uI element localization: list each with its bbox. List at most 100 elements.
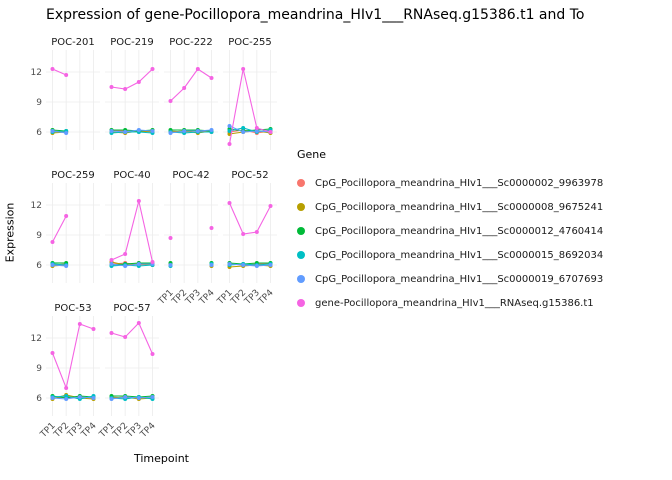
- data-point: [168, 131, 173, 135]
- x-tick-label: TP4: [197, 288, 217, 308]
- series-line: [228, 68, 271, 145]
- data-point: [227, 129, 232, 133]
- series-line: [170, 68, 212, 102]
- x-tick-label: TP4: [138, 421, 158, 441]
- legend: Gene CpG_Pocillopora_meandrina_HIv1___Sc…: [297, 148, 603, 315]
- facet-strip-label: POC-259: [51, 170, 95, 181]
- data-point: [241, 126, 246, 130]
- x-tick-label: TP4: [256, 288, 276, 308]
- data-point: [268, 263, 273, 267]
- y-tick-label: 9: [36, 364, 42, 374]
- legend-key-dot: [297, 203, 305, 211]
- y-tick-label: 6: [36, 261, 42, 271]
- data-point: [64, 73, 69, 77]
- legend-key-dot: [297, 179, 305, 187]
- legend-entry-label: CpG_Pocillopora_meandrina_HIv1___Sc00000…: [315, 273, 604, 285]
- series-line: [51, 323, 94, 390]
- data-point: [64, 131, 69, 135]
- data-point: [241, 130, 246, 134]
- data-point: [136, 128, 141, 132]
- series-line: [111, 263, 153, 267]
- data-point: [123, 264, 128, 268]
- data-point: [182, 129, 187, 133]
- facet-strip-label: POC-222: [169, 37, 213, 48]
- series-line: [52, 396, 94, 400]
- y-tick-label: 12: [31, 201, 42, 211]
- legend-entry: CpG_Pocillopora_meandrina_HIv1___Sc00000…: [297, 171, 603, 195]
- data-point: [136, 199, 141, 203]
- data-point: [209, 76, 214, 80]
- data-point: [64, 264, 69, 268]
- data-point: [109, 262, 114, 266]
- data-point: [50, 351, 55, 355]
- legend-entry: CpG_Pocillopora_meandrina_HIv1___Sc00000…: [297, 267, 603, 291]
- legend-entry-label: gene-Pocillopora_meandrina_HIv1___RNAseq…: [315, 297, 594, 309]
- data-point: [268, 204, 273, 208]
- data-point: [241, 67, 246, 71]
- data-point: [109, 331, 114, 335]
- legend-entry-label: CpG_Pocillopora_meandrina_HIv1___Sc00000…: [315, 249, 604, 261]
- data-point: [254, 230, 259, 234]
- data-point: [195, 67, 200, 71]
- data-point: [64, 394, 69, 398]
- chart-title: Expression of gene-Pocillopora_meandrina…: [46, 7, 585, 23]
- facet-panel-POC-222: POC-222: [164, 37, 218, 150]
- data-point: [64, 214, 69, 218]
- data-point: [50, 240, 55, 244]
- data-point: [241, 263, 246, 267]
- data-point: [227, 142, 232, 146]
- series-line: [229, 125, 271, 133]
- data-point: [150, 67, 155, 71]
- data-point: [150, 352, 155, 356]
- y-tick-label: 12: [31, 68, 42, 78]
- series-line: [111, 396, 153, 400]
- data-point: [254, 264, 259, 268]
- data-point: [136, 80, 141, 84]
- data-point: [254, 129, 259, 133]
- facet-strip-label: POC-201: [51, 37, 95, 48]
- series-line: [228, 202, 271, 235]
- data-point: [209, 128, 214, 132]
- data-point: [109, 258, 114, 262]
- data-point: [241, 232, 246, 236]
- legend-entry-label: CpG_Pocillopora_meandrina_HIv1___Sc00000…: [315, 201, 604, 213]
- data-point: [168, 236, 173, 240]
- series-line: [111, 322, 154, 355]
- y-tick-label: 9: [36, 231, 42, 241]
- legend-key-dot: [297, 251, 305, 259]
- series-line: [52, 130, 67, 134]
- legend-key-dot: [297, 227, 305, 235]
- facet-strip-label: POC-40: [113, 170, 150, 181]
- series-line: [111, 395, 153, 398]
- legend-entry: CpG_Pocillopora_meandrina_HIv1___Sc00000…: [297, 219, 603, 243]
- series-line: [52, 263, 67, 266]
- data-point: [123, 335, 128, 339]
- legend-title: Gene: [297, 148, 327, 161]
- legend-entry-label: CpG_Pocillopora_meandrina_HIv1___Sc00000…: [315, 177, 604, 189]
- y-tick-label: 12: [31, 334, 42, 344]
- data-point: [109, 397, 114, 401]
- y-tick-label: 6: [36, 394, 42, 404]
- data-point: [150, 395, 155, 399]
- facet-panel-POC-219: POC-219: [105, 37, 159, 150]
- data-point: [50, 129, 55, 133]
- data-point: [209, 263, 214, 267]
- data-point: [227, 201, 232, 205]
- data-point: [227, 124, 232, 128]
- data-point: [64, 386, 69, 390]
- data-point: [109, 85, 114, 89]
- data-point: [91, 396, 96, 400]
- data-point: [136, 262, 141, 266]
- data-point: [123, 395, 128, 399]
- y-tick-label: 6: [36, 128, 42, 138]
- legend-entries: CpG_Pocillopora_meandrina_HIv1___Sc00000…: [297, 171, 603, 315]
- facet-strip-label: POC-42: [172, 170, 209, 181]
- data-point: [227, 132, 232, 136]
- data-point: [50, 396, 55, 400]
- data-point: [168, 263, 173, 267]
- facet-panel-POC-201: POC-201 6 9 12: [31, 37, 100, 150]
- legend-entry: CpG_Pocillopora_meandrina_HIv1___Sc00000…: [297, 243, 603, 267]
